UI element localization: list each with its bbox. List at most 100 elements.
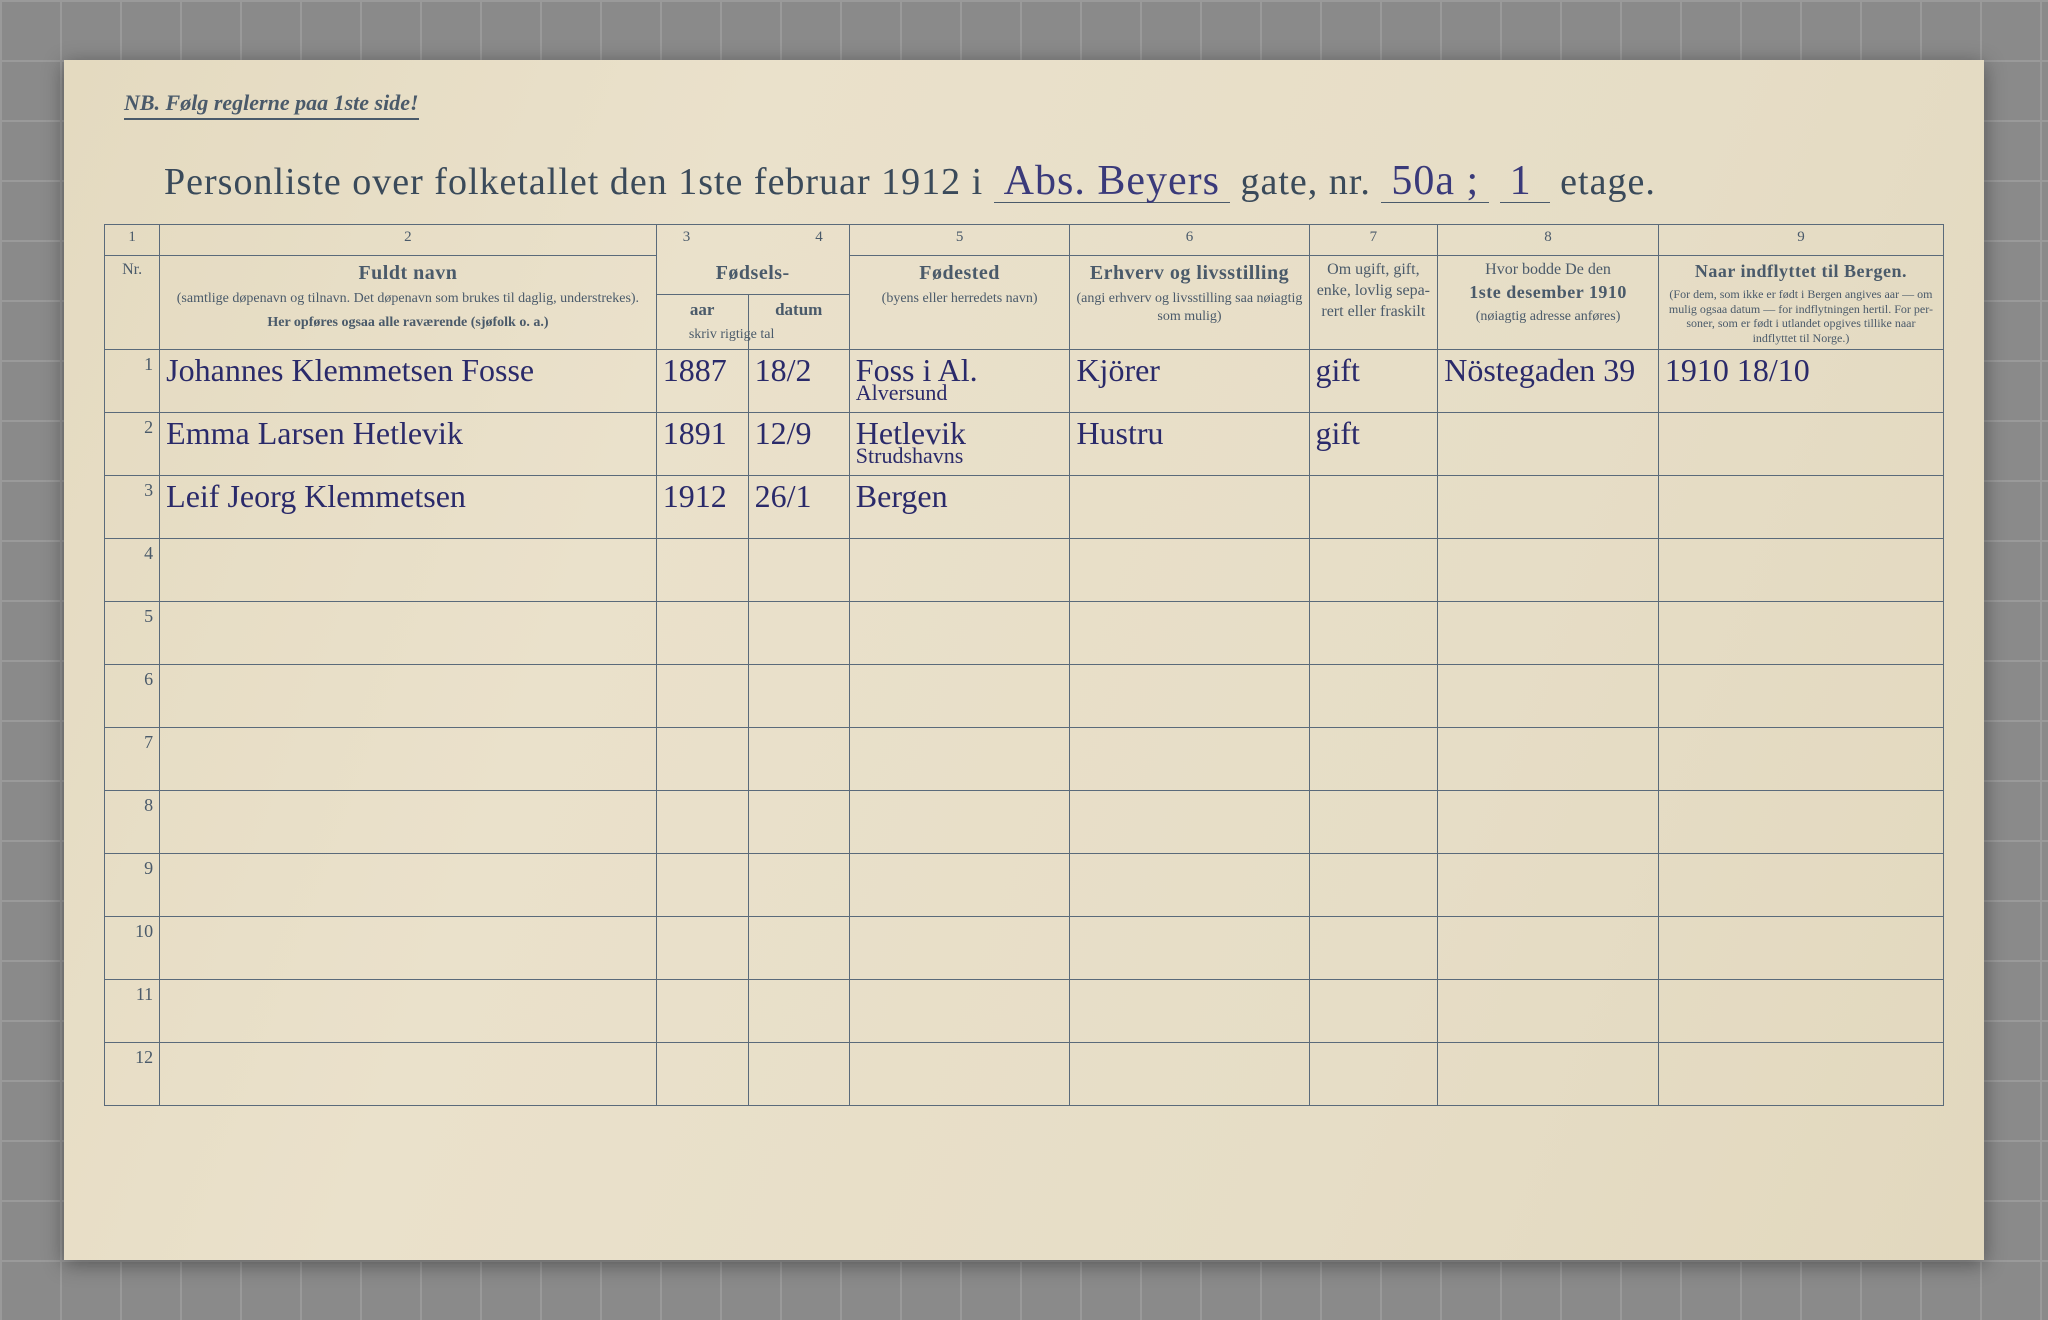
census-table: 1 2 3 4 5 6 7 8 9 Nr. Fuldt navn (samtli… <box>104 224 1944 1106</box>
header-status: Om ugift, gift, enke, lovlig sepa-rert e… <box>1309 256 1438 350</box>
cell-prev-addr <box>1438 727 1659 790</box>
header-indfl-sub: (For dem, som ikke er født i Bergen angi… <box>1665 287 1937 345</box>
row-number: 12 <box>105 1042 160 1105</box>
header-aar: aar skriv rigtige tal <box>656 295 748 350</box>
street-name-handwritten: Abs. Beyers <box>994 160 1230 203</box>
cell-name <box>160 538 657 601</box>
cell-prev-addr: Nöstegaden 39 <box>1438 349 1659 412</box>
cell-name <box>160 664 657 727</box>
cell-fodested <box>849 538 1070 601</box>
cell-erhverv <box>1070 727 1309 790</box>
cell-datum <box>748 979 849 1042</box>
cell-status <box>1309 601 1438 664</box>
cell-datum <box>748 664 849 727</box>
cell-name <box>160 979 657 1042</box>
cell-aar <box>656 727 748 790</box>
cell-status <box>1309 916 1438 979</box>
cell-erhverv <box>1070 475 1309 538</box>
cell-fodested <box>849 853 1070 916</box>
cell-aar <box>656 1042 748 1105</box>
cell-status: gift <box>1309 412 1438 475</box>
cell-aar <box>656 853 748 916</box>
cell-datum: 12/9 <box>748 412 849 475</box>
header-prev-l2: 1ste desember 1910 <box>1444 281 1652 304</box>
header-indfl-main: Naar indflyttet til Bergen. <box>1665 260 1937 283</box>
cell-status <box>1309 538 1438 601</box>
cell-erhverv <box>1070 979 1309 1042</box>
row-number: 2 <box>105 412 160 475</box>
table-row: 1Johannes Klemmetsen Fosse188718/2Foss i… <box>105 349 1944 412</box>
cell-erhverv: Kjörer <box>1070 349 1309 412</box>
column-number-row: 1 2 3 4 5 6 7 8 9 <box>105 225 1944 256</box>
table-row: 8 <box>105 790 1944 853</box>
cell-datum: 26/1 <box>748 475 849 538</box>
cell-datum <box>748 1042 849 1105</box>
cell-aar <box>656 916 748 979</box>
cell-aar <box>656 538 748 601</box>
cell-aar <box>656 979 748 1042</box>
cell-indflyttet <box>1658 538 1943 601</box>
cell-prev-addr <box>1438 853 1659 916</box>
form-title: Personliste over folketallet den 1ste fe… <box>164 160 1924 204</box>
cell-indflyttet <box>1658 853 1943 916</box>
cell-indflyttet <box>1658 727 1943 790</box>
header-name-sub1: (samtlige døpenavn og tilnavn. Det døpen… <box>166 290 650 308</box>
header-fodested: Fødested (byens eller herredets navn) <box>849 256 1070 350</box>
cell-prev-addr <box>1438 1042 1659 1105</box>
cell-fodested <box>849 916 1070 979</box>
cell-indflyttet <box>1658 916 1943 979</box>
cell-datum <box>748 727 849 790</box>
header-fodested-sub: (byens eller herredets navn) <box>856 290 1064 308</box>
header-indfl: Naar indflyttet til Bergen. (For dem, so… <box>1658 256 1943 350</box>
cell-prev-addr <box>1438 538 1659 601</box>
house-number-handwritten: 50a ; <box>1381 160 1489 203</box>
cell-status: gift <box>1309 349 1438 412</box>
cell-prev-addr <box>1438 412 1659 475</box>
cell-fodested <box>849 1042 1070 1105</box>
header-nr: Nr. <box>105 256 160 350</box>
cell-aar: 1891 <box>656 412 748 475</box>
column-header-row-1: Nr. Fuldt navn (samtlige døpenavn og til… <box>105 256 1944 295</box>
colnum-3: 3 <box>683 229 691 246</box>
cell-name <box>160 727 657 790</box>
cell-name <box>160 853 657 916</box>
cell-status <box>1309 979 1438 1042</box>
header-fodsels-main: Fødsels- <box>663 260 843 286</box>
row-number: 1 <box>105 349 160 412</box>
cell-aar <box>656 790 748 853</box>
table-row: 9 <box>105 853 1944 916</box>
cell-fodested <box>849 790 1070 853</box>
cell-datum <box>748 790 849 853</box>
cell-erhverv <box>1070 790 1309 853</box>
cell-indflyttet: 1910 18/10 <box>1658 349 1943 412</box>
cell-status <box>1309 475 1438 538</box>
colnum-7: 7 <box>1309 225 1438 256</box>
row-number: 10 <box>105 916 160 979</box>
header-prev-sub: (nøiagtig adresse anføres) <box>1444 308 1652 326</box>
cell-indflyttet <box>1658 412 1943 475</box>
cell-indflyttet <box>1658 790 1943 853</box>
cell-fodested: Bergen <box>849 475 1070 538</box>
cell-erhverv <box>1070 664 1309 727</box>
cell-aar <box>656 664 748 727</box>
cell-fodested: Foss i Al.Alversund <box>849 349 1070 412</box>
cell-prev-addr <box>1438 790 1659 853</box>
header-erhverv: Erhverv og livsstilling (angi erhverv og… <box>1070 256 1309 350</box>
cell-name <box>160 916 657 979</box>
cell-datum: 18/2 <box>748 349 849 412</box>
cell-datum <box>748 538 849 601</box>
cell-datum <box>748 601 849 664</box>
cell-status <box>1309 664 1438 727</box>
cell-indflyttet <box>1658 1042 1943 1105</box>
etage-label: etage. <box>1560 161 1656 203</box>
table-row: 5 <box>105 601 1944 664</box>
cell-erhverv <box>1070 538 1309 601</box>
header-erhverv-main: Erhverv og livsstilling <box>1076 260 1302 286</box>
colnum-5: 5 <box>849 225 1070 256</box>
cell-indflyttet <box>1658 601 1943 664</box>
nb-instruction: NB. Følg reglerne paa 1ste side! <box>124 90 419 120</box>
cell-name: Leif Jeorg Klemmetsen <box>160 475 657 538</box>
table-row: 12 <box>105 1042 1944 1105</box>
cell-prev-addr <box>1438 601 1659 664</box>
cell-prev-addr <box>1438 475 1659 538</box>
